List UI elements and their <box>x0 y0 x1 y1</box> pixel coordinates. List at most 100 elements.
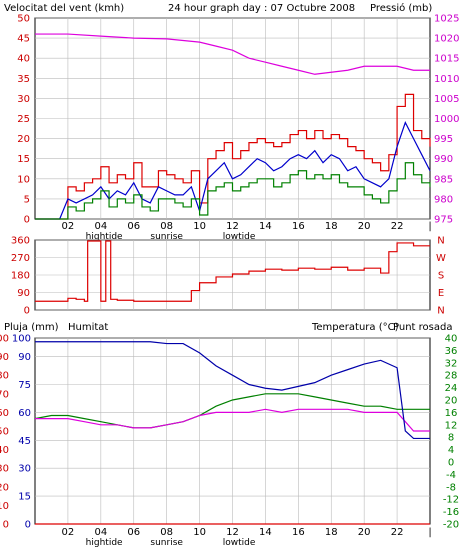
pressure-line <box>35 33 430 75</box>
direction-y-tick: 0 <box>24 306 30 317</box>
x-tick-label: 08 <box>160 527 173 538</box>
wind-y-tick: 25 <box>17 114 30 125</box>
rain-y-tick: 10 <box>0 501 9 512</box>
rain-label: Pluja (mm) <box>4 322 59 333</box>
x-tick-label: 20 <box>358 527 371 538</box>
dewpoint-line <box>35 408 430 432</box>
temperature-y-tick: 0 <box>448 458 454 469</box>
dewpoint-label: Punt rosada <box>393 322 452 333</box>
humidity-y-tick: 15 <box>18 492 31 503</box>
x-tick-label: 22 <box>391 527 404 538</box>
pressure-y-tick: 975 <box>434 215 453 226</box>
humidity-y-tick: 75 <box>18 380 31 391</box>
pressure-y-tick: 1005 <box>434 94 459 105</box>
x-event-label: sunrise <box>150 538 183 548</box>
humidity-y-tick: 100 <box>12 334 31 345</box>
direction-y-tick: 360 <box>11 236 30 247</box>
wind-speed-line <box>35 120 431 220</box>
x-tick-label: 10 <box>193 527 206 538</box>
wind-y-tick: 30 <box>17 94 30 105</box>
humidity-y-tick: 90 <box>18 352 31 363</box>
wind-y-tick: 10 <box>17 174 30 185</box>
wind-avg-line <box>35 162 431 220</box>
pressure-title: Pressió (mb) <box>370 2 432 14</box>
temperature-y-tick: 24 <box>445 383 458 394</box>
graph-title: 24 hour graph day : 07 Octubre 2008 <box>168 3 355 14</box>
x-tick-label: 12 <box>226 221 239 232</box>
x-event-label: sunrise <box>150 232 183 242</box>
rain-y-tick: 0 <box>3 520 9 531</box>
pressure-y-tick: 1020 <box>434 34 459 45</box>
wind-y-tick: 50 <box>17 14 30 25</box>
temperature-y-tick: 36 <box>445 346 458 357</box>
compass-label: N <box>437 236 444 247</box>
rain-y-tick: 20 <box>0 482 9 493</box>
humidity-y-tick: 45 <box>18 436 31 447</box>
temperature-y-tick: 16 <box>445 408 458 419</box>
temperature-y-tick: -4 <box>446 470 456 481</box>
wind-y-tick: 0 <box>24 215 30 226</box>
pressure-y-tick: 995 <box>434 134 453 145</box>
x-tick-label: 08 <box>160 221 173 232</box>
humidity-label: Humitat <box>68 322 108 333</box>
x-event-label: lowtide <box>223 538 256 548</box>
pressure-y-tick: 1015 <box>434 54 459 65</box>
rain-y-tick: 50 <box>0 427 9 438</box>
compass-label: N <box>437 306 444 317</box>
temperature-y-tick: 8 <box>448 433 454 444</box>
humidity-line <box>35 341 430 440</box>
rain-y-tick: 80 <box>0 371 9 382</box>
pressure-y-tick: 990 <box>434 154 453 165</box>
temperature-y-tick: 12 <box>445 420 458 431</box>
pressure-y-tick: 1000 <box>434 114 459 125</box>
rain-y-tick: 90 <box>0 352 9 363</box>
pressure-y-tick: 985 <box>434 174 453 185</box>
temperature-y-tick: -12 <box>443 495 459 506</box>
x-tick-label: 16 <box>292 221 305 232</box>
direction-y-tick: 270 <box>11 253 30 264</box>
wind-y-tick: 15 <box>17 154 30 165</box>
compass-label: W <box>436 253 446 264</box>
wind-gust-line <box>35 93 431 220</box>
temperature-y-tick: 28 <box>445 371 458 382</box>
direction-y-tick: 90 <box>17 288 30 299</box>
direction-line <box>35 240 430 302</box>
wind-y-tick: 35 <box>17 74 30 85</box>
temperature-y-tick: -20 <box>443 520 459 531</box>
temperature-y-tick: 20 <box>445 396 458 407</box>
x-tick-label: 06 <box>127 527 140 538</box>
wind-y-tick: 5 <box>24 194 30 205</box>
temperature-y-tick: 40 <box>445 334 458 345</box>
x-tick-label: 04 <box>94 221 107 232</box>
rain-y-tick: 60 <box>0 408 9 419</box>
x-event-label: hightide <box>86 232 123 242</box>
x-tick-label: 12 <box>226 527 239 538</box>
x-tick-label: 22 <box>391 221 404 232</box>
temperature-y-tick: -8 <box>446 482 456 493</box>
x-tick-label: 20 <box>358 221 371 232</box>
temperature-y-tick: -16 <box>443 507 459 518</box>
rain-y-tick: 40 <box>0 445 9 456</box>
temperature-label: Temperatura (°C) <box>311 322 399 333</box>
humidity-y-tick: 0 <box>25 520 31 531</box>
x-event-label: hightide <box>86 538 123 548</box>
x-tick-label: | <box>428 221 431 232</box>
chart-panels: 0510152025303540455097598098599099510001… <box>0 14 459 549</box>
humidity-y-tick: 60 <box>18 408 31 419</box>
compass-label: E <box>438 288 444 299</box>
pressure-y-tick: 1025 <box>434 14 459 25</box>
x-tick-label: 18 <box>325 221 338 232</box>
x-tick-label: 06 <box>127 221 140 232</box>
x-tick-label: 04 <box>94 527 107 538</box>
direction-y-tick: 180 <box>11 271 30 282</box>
rain-y-tick: 70 <box>0 389 9 400</box>
temperature-y-tick: 32 <box>445 358 458 369</box>
x-tick-label: 02 <box>62 221 75 232</box>
x-tick-label: 16 <box>292 527 305 538</box>
x-event-label: lowtide <box>223 232 256 242</box>
x-tick-label: 10 <box>193 221 206 232</box>
wind-y-tick: 20 <box>17 134 30 145</box>
rain-y-tick: 30 <box>0 464 9 475</box>
